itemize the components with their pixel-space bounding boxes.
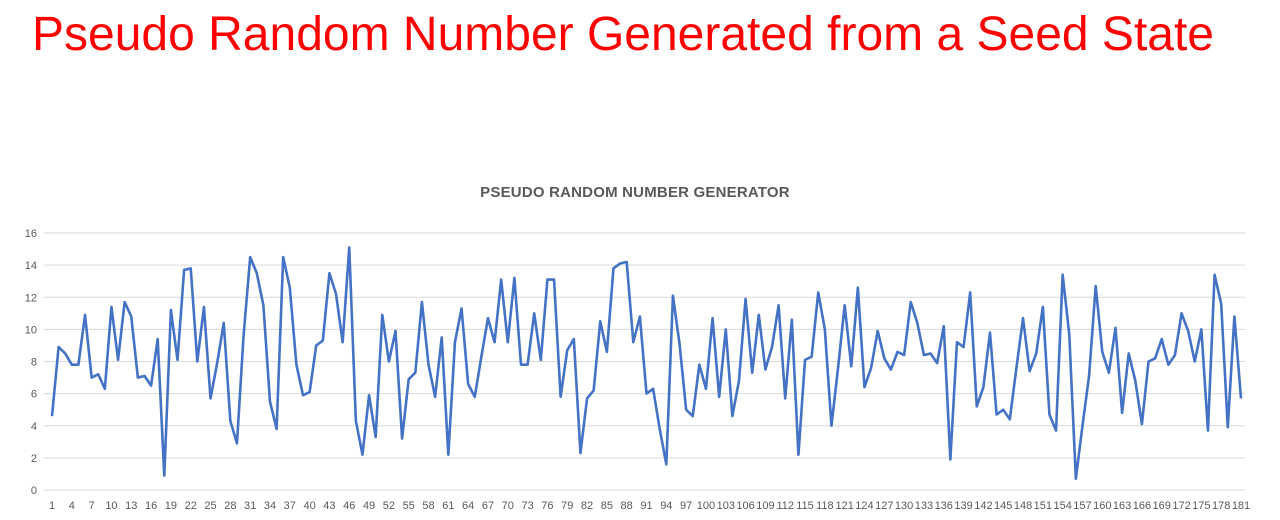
x-tick-label: 34 xyxy=(264,500,276,512)
series-layer xyxy=(50,246,1243,481)
x-tick-label: 19 xyxy=(165,500,177,512)
x-tick-label: 40 xyxy=(303,500,315,512)
x-tick-label: 88 xyxy=(621,500,633,512)
x-tick-label: 148 xyxy=(1014,500,1032,512)
x-tick-label: 67 xyxy=(482,500,494,512)
x-tick-label: 169 xyxy=(1153,500,1171,512)
x-tick-label: 31 xyxy=(244,500,256,512)
x-tick-label: 10 xyxy=(105,500,117,512)
y-axis-ticks: 0 2 4 6 8 10 12 14 16 xyxy=(25,228,37,497)
series-line-1 xyxy=(50,246,1243,481)
y-tick-label: 12 xyxy=(25,292,37,304)
x-tick-label: 178 xyxy=(1212,500,1230,512)
x-tick-label: 55 xyxy=(403,500,415,512)
x-tick-label: 28 xyxy=(224,500,236,512)
x-tick-label: 154 xyxy=(1053,500,1071,512)
chart-title: PSEUDO RANDOM NUMBER GENERATOR xyxy=(480,184,790,201)
x-tick-label: 166 xyxy=(1133,500,1151,512)
x-tick-label: 94 xyxy=(660,500,672,512)
x-tick-label: 160 xyxy=(1093,500,1111,512)
x-tick-label: 151 xyxy=(1034,500,1052,512)
x-tick-label: 100 xyxy=(697,500,715,512)
y-tick-label: 4 xyxy=(31,421,37,433)
x-tick-label: 25 xyxy=(204,500,216,512)
x-tick-label: 136 xyxy=(935,500,953,512)
x-tick-label: 181 xyxy=(1232,500,1250,512)
x-tick-label: 64 xyxy=(462,500,474,512)
x-tick-label: 73 xyxy=(521,500,533,512)
x-tick-label: 157 xyxy=(1073,500,1091,512)
x-tick-label: 103 xyxy=(717,500,735,512)
x-tick-label: 43 xyxy=(323,500,335,512)
x-tick-label: 97 xyxy=(680,500,692,512)
y-tick-label: 16 xyxy=(25,228,37,240)
y-tick-label: 10 xyxy=(25,324,37,336)
x-tick-label: 121 xyxy=(835,500,853,512)
x-tick-label: 175 xyxy=(1192,500,1210,512)
y-tick-label: 14 xyxy=(25,260,37,272)
x-tick-label: 124 xyxy=(855,500,873,512)
x-tick-label: 61 xyxy=(442,500,454,512)
x-tick-label: 70 xyxy=(502,500,514,512)
x-tick-label: 46 xyxy=(343,500,355,512)
y-tick-label: 8 xyxy=(31,357,37,369)
x-tick-label: 130 xyxy=(895,500,913,512)
x-tick-label: 37 xyxy=(284,500,296,512)
x-tick-label: 79 xyxy=(561,500,573,512)
x-tick-label: 82 xyxy=(581,500,593,512)
slide-title: Pseudo Random Number Generated from a Se… xyxy=(32,8,1214,61)
x-tick-label: 115 xyxy=(796,500,814,512)
x-tick-label: 109 xyxy=(756,500,774,512)
x-tick-label: 7 xyxy=(89,500,95,512)
x-tick-label: 172 xyxy=(1172,500,1190,512)
x-tick-label: 112 xyxy=(776,500,794,512)
x-tick-label: 127 xyxy=(875,500,893,512)
x-tick-label: 142 xyxy=(974,500,992,512)
x-tick-label: 49 xyxy=(363,500,375,512)
x-tick-label: 145 xyxy=(994,500,1012,512)
x-tick-label: 52 xyxy=(383,500,395,512)
x-tick-label: 91 xyxy=(640,500,652,512)
x-tick-label: 13 xyxy=(125,500,137,512)
x-axis-ticks: 1 4 7 10 13 16 19 22 25 28 31 34 37 40 43 46 49 52 55 58 61 6… xyxy=(49,500,1250,512)
x-tick-label: 76 xyxy=(541,500,553,512)
x-tick-label: 118 xyxy=(816,500,834,512)
y-tick-label: 2 xyxy=(31,453,37,465)
x-tick-label: 1 xyxy=(49,500,55,512)
x-tick-label: 163 xyxy=(1113,500,1131,512)
x-tick-label: 4 xyxy=(69,500,75,512)
y-tick-label: 0 xyxy=(31,485,37,497)
x-tick-label: 106 xyxy=(736,500,754,512)
y-tick-label: 6 xyxy=(31,389,37,401)
x-tick-label: 16 xyxy=(145,500,157,512)
x-tick-label: 133 xyxy=(915,500,933,512)
x-tick-label: 22 xyxy=(185,500,197,512)
x-tick-label: 85 xyxy=(601,500,613,512)
x-tick-label: 58 xyxy=(422,500,434,512)
x-tick-label: 139 xyxy=(954,500,972,512)
